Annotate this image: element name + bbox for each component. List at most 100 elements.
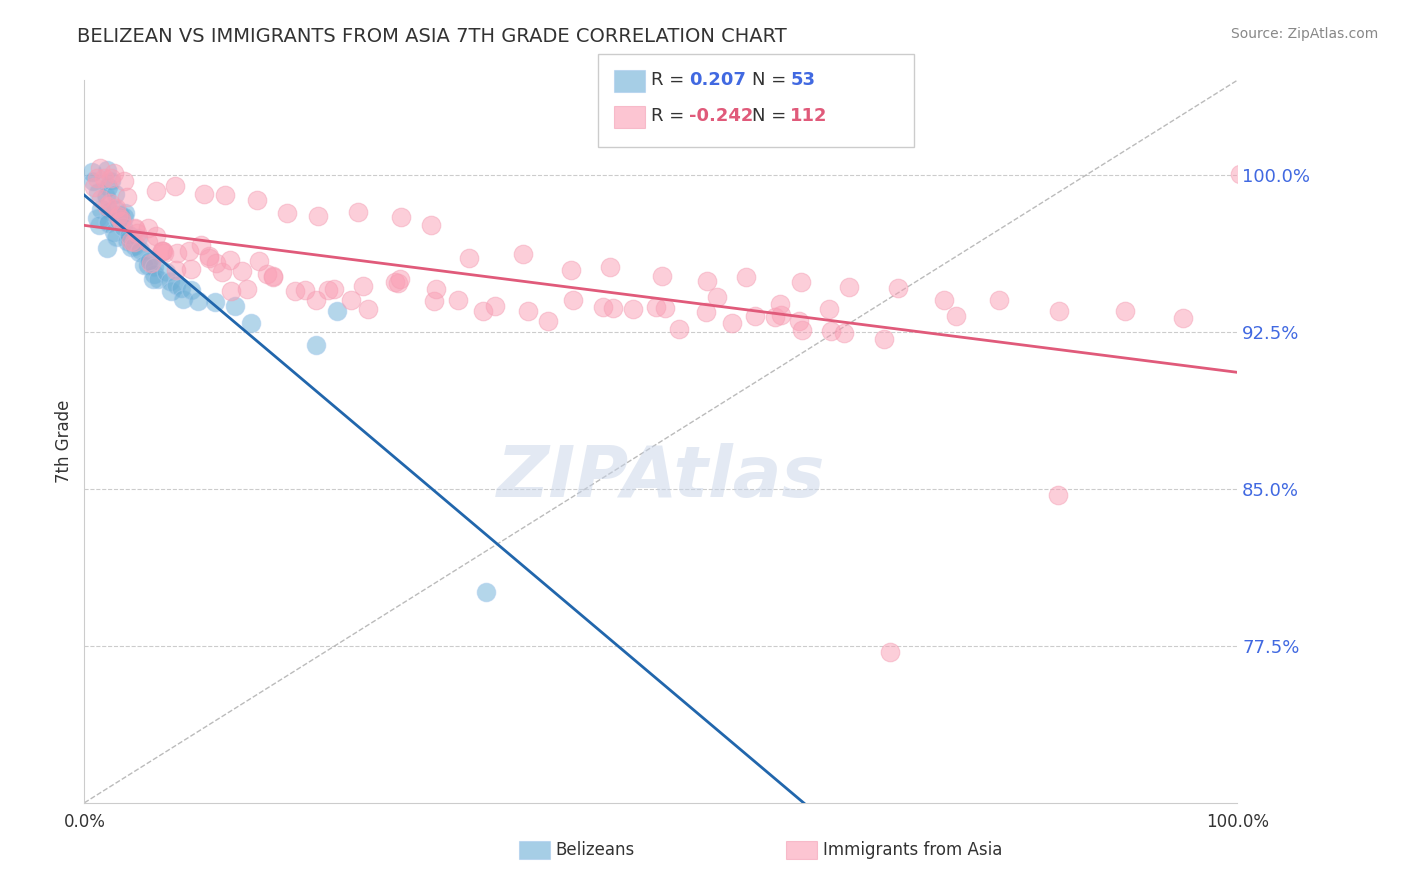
Point	[103, 166, 125, 180]
Point	[86, 211, 108, 225]
Point	[562, 293, 585, 307]
Point	[100, 174, 122, 188]
Point	[484, 299, 506, 313]
Point	[769, 296, 792, 310]
Point	[325, 304, 347, 318]
Point	[512, 247, 534, 261]
Point	[323, 282, 346, 296]
Point	[602, 301, 624, 315]
Text: R =: R =	[651, 71, 690, 89]
Point	[96, 241, 118, 255]
Point	[112, 210, 135, 224]
Point	[180, 261, 202, 276]
Point	[143, 267, 166, 281]
Point	[787, 314, 810, 328]
Point	[128, 245, 150, 260]
Text: -0.242: -0.242	[689, 107, 754, 125]
Point	[654, 301, 676, 315]
Point	[150, 244, 173, 258]
Point	[224, 299, 246, 313]
Point	[153, 246, 176, 260]
Point	[644, 300, 666, 314]
Point	[139, 254, 162, 268]
Point	[1047, 303, 1070, 318]
Point	[384, 275, 406, 289]
Point	[458, 251, 481, 265]
Point	[90, 202, 112, 217]
Point	[150, 244, 173, 258]
Point	[177, 244, 200, 258]
Point	[211, 265, 233, 279]
Point	[231, 263, 253, 277]
Point	[93, 170, 115, 185]
Point	[107, 213, 129, 227]
Point	[425, 282, 447, 296]
Point	[246, 193, 269, 207]
Point	[197, 249, 219, 263]
Point	[219, 284, 242, 298]
Point	[152, 244, 174, 258]
Y-axis label: 7th Grade: 7th Grade	[55, 400, 73, 483]
Point	[340, 293, 363, 307]
Point	[240, 316, 263, 330]
Point	[599, 260, 621, 275]
Text: 112: 112	[790, 107, 828, 125]
Point	[96, 198, 118, 212]
Point	[104, 201, 127, 215]
Point	[83, 180, 105, 194]
Point	[96, 163, 118, 178]
Point	[107, 210, 129, 224]
Point	[122, 235, 145, 249]
Text: BELIZEAN VS IMMIGRANTS FROM ASIA 7TH GRADE CORRELATION CHART: BELIZEAN VS IMMIGRANTS FROM ASIA 7TH GRA…	[77, 27, 787, 45]
Point	[132, 258, 155, 272]
Point	[284, 285, 307, 299]
Point	[294, 283, 316, 297]
Point	[112, 174, 135, 188]
Point	[1229, 167, 1251, 181]
Point	[166, 245, 188, 260]
Point	[118, 228, 141, 243]
Point	[305, 293, 328, 307]
Point	[112, 219, 135, 234]
Point	[136, 235, 159, 249]
Point	[97, 214, 120, 228]
Point	[873, 332, 896, 346]
Point	[104, 186, 127, 201]
Point	[1047, 488, 1070, 502]
Text: ZIPAtlas: ZIPAtlas	[496, 443, 825, 512]
Point	[190, 238, 212, 252]
Point	[94, 189, 117, 203]
Point	[124, 220, 146, 235]
Point	[592, 300, 614, 314]
Point	[820, 324, 842, 338]
Point	[129, 243, 152, 257]
Point	[886, 281, 908, 295]
Point	[204, 256, 226, 270]
Point	[146, 272, 169, 286]
Text: 53: 53	[790, 71, 815, 89]
Point	[214, 187, 236, 202]
Point	[180, 283, 202, 297]
Point	[763, 310, 786, 325]
Point	[141, 255, 163, 269]
Point	[160, 285, 183, 299]
Point	[124, 222, 146, 236]
Point	[945, 310, 967, 324]
Point	[357, 302, 380, 317]
Point	[138, 253, 160, 268]
Point	[86, 171, 108, 186]
Point	[832, 326, 855, 340]
Point	[262, 269, 284, 284]
Point	[98, 203, 121, 218]
Point	[110, 214, 132, 228]
Point	[236, 281, 259, 295]
Text: 100.0%: 100.0%	[1206, 814, 1268, 831]
Point	[651, 269, 673, 284]
Text: Source: ZipAtlas.com: Source: ZipAtlas.com	[1230, 27, 1378, 41]
Point	[623, 301, 645, 316]
Point	[818, 301, 841, 316]
Point	[744, 309, 766, 323]
Point	[735, 269, 758, 284]
Point	[721, 316, 744, 330]
Point	[837, 279, 859, 293]
